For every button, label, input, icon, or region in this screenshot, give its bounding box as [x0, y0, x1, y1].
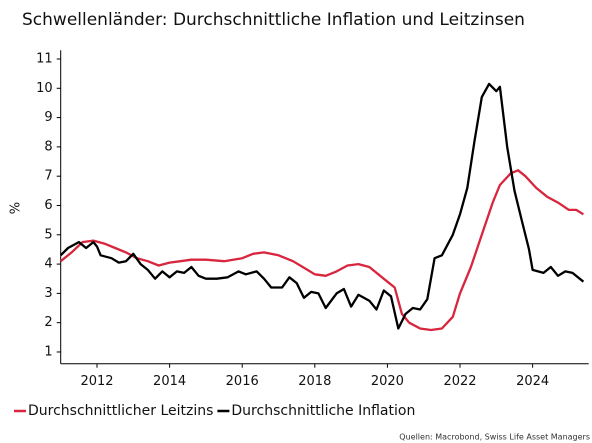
- y-tick-label: 8: [44, 139, 52, 154]
- y-tick-label: 5: [44, 227, 52, 242]
- x-tick-label: 2020: [371, 374, 404, 389]
- y-tick-label: 4: [44, 257, 52, 272]
- legend-label: Durchschnittlicher Leitzins: [28, 403, 213, 419]
- y-axis-label: %: [9, 202, 24, 214]
- y-tick-label: 10: [36, 81, 53, 96]
- line-series: [59, 169, 584, 332]
- x-tick-label: 2022: [443, 374, 476, 389]
- x-tick-label: 2016: [226, 374, 259, 389]
- y-tick-label: 11: [36, 51, 53, 66]
- source: Quellen: Macrobond, Swiss Life Asset Man…: [399, 433, 590, 442]
- y-tick-label: 2: [44, 315, 52, 330]
- y-tick-label: 6: [44, 198, 52, 213]
- y-tick-label: 1: [44, 344, 52, 359]
- x-tick-label: 2018: [298, 374, 331, 389]
- y-tick-label: 7: [44, 169, 52, 184]
- x-tick-label: 2012: [80, 374, 113, 389]
- y-tick-label: 9: [44, 110, 52, 125]
- legend-label: Durchschnittliche Inflation: [231, 403, 415, 419]
- y-tick-label: 3: [44, 286, 52, 301]
- chart-title: Schwellenländer: Durchschnittliche Infla…: [22, 10, 525, 30]
- x-tick-label: 2024: [516, 374, 549, 389]
- x-tick-label: 2014: [153, 374, 186, 389]
- line-series: [59, 82, 585, 330]
